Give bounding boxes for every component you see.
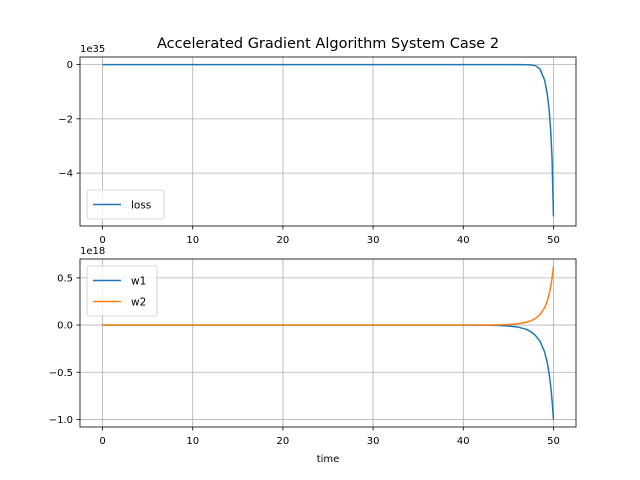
- figure-title: Accelerated Gradient Algorithm System Ca…: [157, 36, 499, 52]
- x-tick-label: 50: [547, 436, 560, 447]
- x-tick-label: 40: [457, 235, 470, 246]
- x-tick-label: 30: [367, 436, 380, 447]
- legend-label-w1: w1: [131, 276, 146, 288]
- x-tick-label: 50: [547, 235, 560, 246]
- x-tick-label: 0: [99, 235, 105, 246]
- axes-frame: [79, 258, 577, 428]
- bottom-subplot: 0 10 20 30 40 50 −1.0 −0.5 0.0 0.5 1e18 time w1 w2: [49, 246, 577, 465]
- legend-label-w2: w2: [131, 297, 146, 309]
- series-line-w2: [102, 266, 555, 326]
- x-tick-label: 20: [277, 235, 290, 246]
- y-tick-label: 0.5: [57, 273, 73, 284]
- y-tick-label: −1.0: [49, 415, 73, 426]
- x-tick-label: 20: [277, 436, 290, 447]
- x-tick-label: 30: [367, 235, 380, 246]
- y-offset-label: 1e35: [80, 44, 105, 55]
- legend-box: [86, 189, 165, 220]
- y-tick-label: −0.5: [49, 368, 73, 379]
- x-tick-label: 40: [457, 436, 470, 447]
- y-tick-label: −2: [58, 114, 73, 125]
- axes-frame: [79, 56, 577, 227]
- y-tick-label: 0: [67, 60, 73, 71]
- x-axis-label: time: [317, 454, 340, 465]
- top-subplot: 0 10 20 30 40 50 −4 −2 0 1e35 loss: [58, 44, 577, 246]
- series-line-loss: [102, 63, 555, 217]
- y-offset-label: 1e18: [80, 246, 105, 257]
- legend-box: [86, 265, 158, 317]
- legend-label-loss: loss: [131, 200, 151, 212]
- y-tick-label: 0.0: [57, 321, 73, 332]
- y-tick-label: −4: [58, 169, 73, 180]
- x-tick-label: 10: [186, 235, 199, 246]
- x-tick-label: 10: [186, 436, 199, 447]
- x-tick-label: 0: [99, 436, 105, 447]
